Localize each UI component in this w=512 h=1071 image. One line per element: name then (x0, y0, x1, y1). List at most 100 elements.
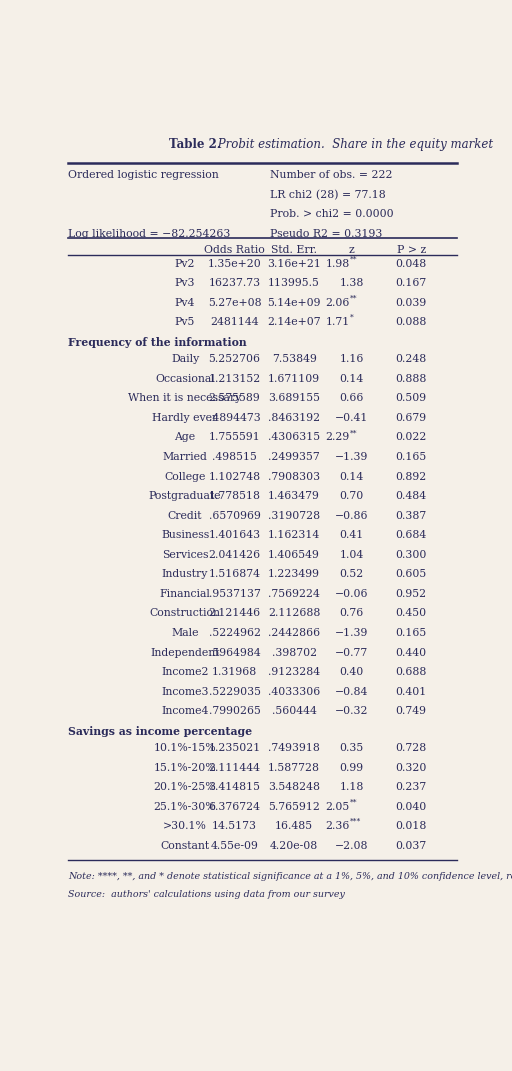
Text: 1.406549: 1.406549 (268, 549, 320, 560)
Text: 1.04: 1.04 (339, 549, 364, 560)
Text: 1.102748: 1.102748 (208, 471, 261, 482)
Text: Pseudo R2 = 0.3193: Pseudo R2 = 0.3193 (270, 228, 382, 239)
Text: 0.022: 0.022 (395, 433, 427, 442)
Text: .4033306: .4033306 (268, 687, 321, 696)
Text: 0.165: 0.165 (396, 452, 427, 462)
Text: 0.70: 0.70 (339, 492, 364, 501)
Text: −0.06: −0.06 (335, 589, 369, 599)
Text: 1.516874: 1.516874 (208, 570, 261, 579)
Text: Construction: Construction (150, 608, 221, 618)
Text: When it is necessary: When it is necessary (129, 393, 242, 404)
Text: 0.66: 0.66 (339, 393, 364, 404)
Text: .9537137: .9537137 (209, 589, 261, 599)
Text: .3190728: .3190728 (268, 511, 320, 521)
Text: **: ** (350, 295, 357, 302)
Text: Married: Married (163, 452, 207, 462)
Text: *: * (350, 314, 354, 322)
Text: 2481144: 2481144 (210, 317, 259, 328)
Text: .398702: .398702 (271, 648, 317, 658)
Text: 1.213152: 1.213152 (208, 374, 261, 383)
Text: LR chi2 (28) = 77.18: LR chi2 (28) = 77.18 (270, 190, 386, 200)
Text: Savings as income percentage: Savings as income percentage (68, 726, 252, 737)
Text: 0.728: 0.728 (396, 743, 427, 753)
Text: 2.041426: 2.041426 (208, 549, 261, 560)
Text: 0.167: 0.167 (396, 278, 427, 288)
Text: Frequency of the information: Frequency of the information (68, 337, 247, 348)
Text: −0.41: −0.41 (335, 412, 368, 423)
Text: 0.14: 0.14 (339, 471, 364, 482)
Text: 3.548248: 3.548248 (268, 782, 320, 793)
Text: .2442866: .2442866 (268, 628, 320, 638)
Text: −1.39: −1.39 (335, 452, 368, 462)
Text: Occasional: Occasional (155, 374, 215, 383)
Text: 0.749: 0.749 (396, 706, 426, 716)
Text: Pv4: Pv4 (175, 298, 195, 307)
Text: Table 2.: Table 2. (169, 138, 221, 151)
Text: ***: *** (350, 818, 361, 826)
Text: .6570969: .6570969 (209, 511, 261, 521)
Text: 0.018: 0.018 (395, 821, 427, 831)
Text: 1.778518: 1.778518 (208, 492, 261, 501)
Text: .7990265: .7990265 (209, 706, 261, 716)
Text: 5.252706: 5.252706 (208, 355, 261, 364)
Text: Note: ****, **, and * denote statistical significance at a 1%, 5%, and 10% confi: Note: ****, **, and * denote statistical… (68, 872, 512, 881)
Text: 1.71: 1.71 (326, 317, 350, 328)
Text: 0.35: 0.35 (339, 743, 364, 753)
Text: 2.05: 2.05 (326, 802, 350, 812)
Text: .5229035: .5229035 (208, 687, 261, 696)
Text: 0.320: 0.320 (395, 763, 427, 772)
Text: Postgraduate: Postgraduate (149, 492, 221, 501)
Text: 1.223499: 1.223499 (268, 570, 320, 579)
Text: 20.1%-25%: 20.1%-25% (154, 782, 217, 793)
Text: 7.53849: 7.53849 (272, 355, 316, 364)
Text: 6.376724: 6.376724 (208, 802, 261, 812)
Text: 0.300: 0.300 (395, 549, 427, 560)
Text: Services: Services (162, 549, 208, 560)
Text: 0.237: 0.237 (396, 782, 427, 793)
Text: 14.5173: 14.5173 (212, 821, 257, 831)
Text: 16.485: 16.485 (275, 821, 313, 831)
Text: 0.52: 0.52 (339, 570, 364, 579)
Text: Number of obs. = 222: Number of obs. = 222 (270, 170, 393, 180)
Text: 0.401: 0.401 (396, 687, 427, 696)
Text: 0.892: 0.892 (396, 471, 427, 482)
Text: Industry: Industry (162, 570, 208, 579)
Text: .9123284: .9123284 (268, 667, 320, 677)
Text: Pv5: Pv5 (175, 317, 195, 328)
Text: .498515: .498515 (212, 452, 257, 462)
Text: 5.765912: 5.765912 (268, 802, 320, 812)
Text: 2.06: 2.06 (325, 298, 350, 307)
Text: 2.112688: 2.112688 (268, 608, 321, 618)
Text: Business: Business (161, 530, 209, 540)
Text: P > z: P > z (397, 245, 426, 256)
Text: 1.98: 1.98 (326, 259, 350, 269)
Text: 5.14e+09: 5.14e+09 (267, 298, 321, 307)
Text: Odds Ratio: Odds Ratio (204, 245, 265, 256)
Text: Daily: Daily (171, 355, 199, 364)
Text: 2.575589: 2.575589 (209, 393, 261, 404)
Text: 1.162314: 1.162314 (268, 530, 321, 540)
Text: 0.037: 0.037 (396, 841, 427, 850)
Text: 0.248: 0.248 (396, 355, 427, 364)
Text: −0.84: −0.84 (335, 687, 368, 696)
Text: Financial: Financial (160, 589, 210, 599)
Text: 2.14e+07: 2.14e+07 (267, 317, 321, 328)
Text: 0.99: 0.99 (339, 763, 364, 772)
Text: **: ** (350, 798, 357, 806)
Text: .5964984: .5964984 (209, 648, 261, 658)
Text: 1.38: 1.38 (339, 278, 364, 288)
Text: Male: Male (172, 628, 199, 638)
Text: 15.1%-20%: 15.1%-20% (154, 763, 217, 772)
Text: .560444: .560444 (272, 706, 316, 716)
Text: 1.755591: 1.755591 (209, 433, 261, 442)
Text: 1.587728: 1.587728 (268, 763, 320, 772)
Text: **: ** (350, 429, 357, 437)
Text: Std. Err.: Std. Err. (271, 245, 317, 256)
Text: 0.440: 0.440 (396, 648, 427, 658)
Text: −0.32: −0.32 (335, 706, 369, 716)
Text: 3.689155: 3.689155 (268, 393, 320, 404)
Text: Age: Age (175, 433, 196, 442)
Text: 10.1%-15%: 10.1%-15% (154, 743, 217, 753)
Text: Source:  authors' calculations using data from our survey: Source: authors' calculations using data… (68, 890, 345, 900)
Text: 0.40: 0.40 (339, 667, 364, 677)
